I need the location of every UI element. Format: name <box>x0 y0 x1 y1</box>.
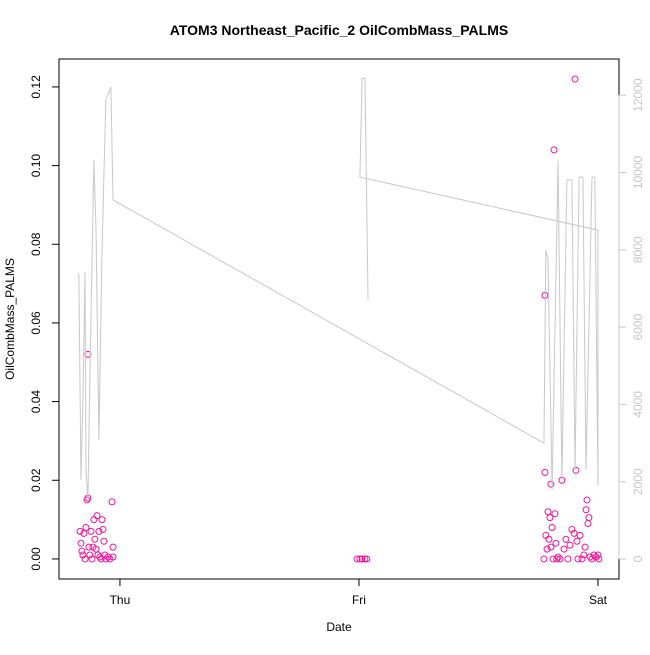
y2-tick-label: 0 <box>631 555 645 562</box>
x-tick-label: Fri <box>352 593 366 607</box>
point <box>109 553 117 561</box>
y-tick-label: 0.00 <box>29 547 43 571</box>
point <box>546 514 554 522</box>
point <box>99 525 107 533</box>
y-tick-label: 0.08 <box>29 232 43 256</box>
point <box>356 555 364 563</box>
point <box>556 555 564 563</box>
point <box>78 547 86 555</box>
point <box>594 551 602 559</box>
point <box>560 545 568 553</box>
point <box>571 75 579 83</box>
x-tick-label: Sat <box>589 593 608 607</box>
y-tick-label: 0.12 <box>29 75 43 99</box>
y2-tick-label: 10000 <box>631 155 645 189</box>
point <box>358 555 366 563</box>
x-axis-title: Date <box>326 620 352 634</box>
y2-tick-label: 8000 <box>631 236 645 263</box>
y2-tick-label: 4000 <box>631 391 645 418</box>
point <box>88 555 96 563</box>
point <box>79 551 87 559</box>
point <box>84 350 92 358</box>
y2-tick-label: 6000 <box>631 313 645 340</box>
point <box>590 551 598 559</box>
point <box>80 529 88 537</box>
point <box>583 496 591 504</box>
point <box>543 545 551 553</box>
point <box>98 516 106 524</box>
point <box>76 527 84 535</box>
point <box>77 539 85 547</box>
y-tick-label: 0.10 <box>29 154 43 178</box>
point <box>548 523 556 531</box>
point <box>552 539 560 547</box>
point <box>87 527 95 535</box>
point <box>570 529 578 537</box>
point <box>85 543 93 551</box>
point <box>353 555 361 563</box>
line <box>78 77 599 500</box>
point <box>541 468 549 476</box>
point <box>574 555 582 563</box>
point <box>540 555 548 563</box>
point <box>566 541 574 549</box>
point <box>564 555 572 563</box>
point <box>545 535 553 543</box>
point <box>547 543 555 551</box>
y2-tick-label: 2000 <box>631 468 645 495</box>
point <box>95 527 103 535</box>
point <box>551 510 559 518</box>
point <box>572 466 580 474</box>
point <box>588 555 596 563</box>
point <box>595 555 603 563</box>
point <box>361 555 369 563</box>
point <box>109 543 117 551</box>
point <box>97 555 105 563</box>
point <box>550 146 558 154</box>
point <box>581 543 589 551</box>
point <box>576 531 584 539</box>
point <box>547 480 555 488</box>
point <box>102 555 110 563</box>
y-tick-label: 0.04 <box>29 390 43 414</box>
point <box>104 553 112 561</box>
point <box>578 555 586 563</box>
point <box>93 512 101 520</box>
point <box>363 555 371 563</box>
point <box>82 523 90 531</box>
point <box>100 537 108 545</box>
y-axis-title: OilCombMass_PALMS <box>3 258 17 380</box>
point <box>568 525 576 533</box>
point <box>554 553 562 561</box>
point <box>108 498 116 506</box>
point <box>582 506 590 514</box>
y-tick-label: 0.06 <box>29 311 43 335</box>
point <box>562 535 570 543</box>
y-tick-label: 0.02 <box>29 468 43 492</box>
y2-tick-label: 12000 <box>631 78 645 112</box>
point <box>580 551 588 559</box>
point <box>81 555 89 563</box>
x-tick-label: Thu <box>110 593 131 607</box>
chart-title: ATOM3 Northeast_Pacific_2 OilCombMass_PA… <box>170 22 508 38</box>
point <box>585 514 593 522</box>
point <box>573 537 581 545</box>
point <box>91 535 99 543</box>
point <box>86 551 94 559</box>
